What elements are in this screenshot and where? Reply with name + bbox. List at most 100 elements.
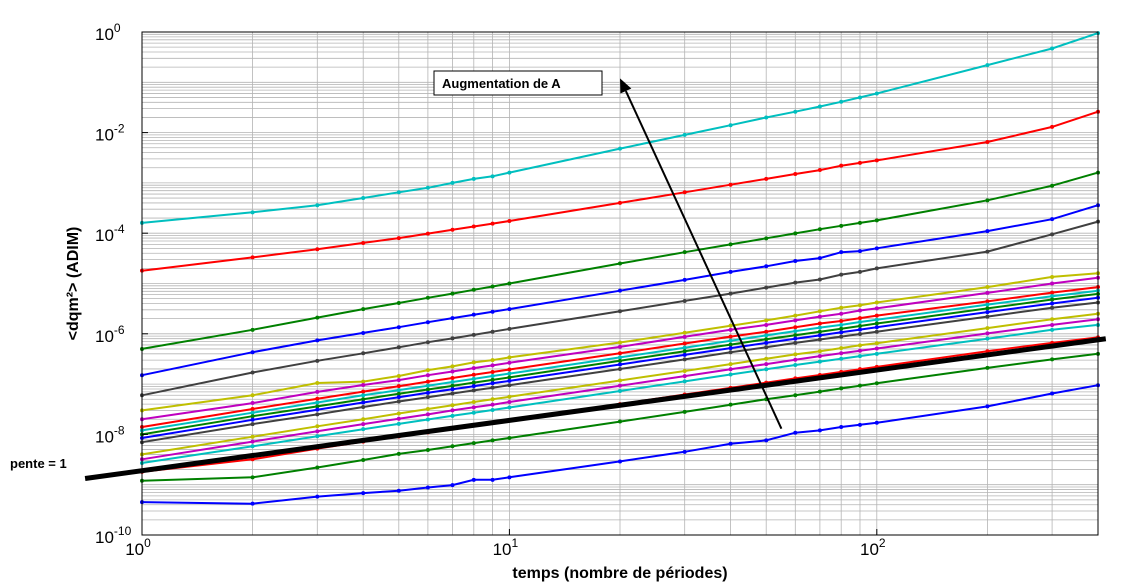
- data-point: [817, 256, 822, 261]
- data-point: [1050, 322, 1055, 327]
- data-point: [985, 198, 990, 203]
- data-point: [682, 345, 687, 350]
- data-point: [764, 333, 769, 338]
- data-point: [857, 343, 862, 348]
- data-point: [682, 250, 687, 255]
- data-point: [490, 385, 495, 390]
- data-point: [857, 160, 862, 165]
- data-point: [728, 362, 733, 367]
- data-point: [490, 438, 495, 443]
- data-point: [817, 428, 822, 433]
- data-point: [839, 346, 844, 351]
- data-point: [857, 327, 862, 332]
- data-point: [817, 104, 822, 109]
- data-point: [315, 494, 320, 499]
- data-point: [315, 389, 320, 394]
- data-point: [361, 405, 366, 410]
- data-point: [450, 391, 455, 396]
- data-point: [728, 346, 733, 351]
- data-point: [425, 406, 430, 411]
- series-line: [141, 312, 1099, 456]
- data-point: [507, 360, 512, 365]
- data-point: [728, 367, 733, 372]
- data-point: [1050, 281, 1055, 286]
- data-point: [682, 190, 687, 195]
- data-point: [507, 405, 512, 410]
- data-point: [985, 306, 990, 311]
- data-point: [793, 333, 798, 338]
- data-point: [471, 332, 476, 337]
- data-point: [857, 323, 862, 328]
- data-point: [471, 176, 476, 181]
- data-point: [471, 380, 476, 385]
- data-point: [396, 236, 401, 241]
- annotation-text: Augmentation de A: [442, 76, 561, 91]
- data-point: [471, 312, 476, 317]
- data-point: [618, 261, 622, 266]
- data-point: [764, 438, 769, 443]
- annotation-group: Augmentation de A: [433, 70, 783, 430]
- data-point: [764, 236, 769, 241]
- data-point: [857, 269, 862, 274]
- data-point: [874, 317, 879, 322]
- data-point: [450, 376, 455, 381]
- data-point: [361, 389, 366, 394]
- series-2: [140, 109, 1100, 273]
- data-point: [490, 174, 495, 179]
- data-point: [507, 281, 512, 286]
- data-point: [874, 381, 879, 386]
- data-point: [793, 325, 798, 330]
- data-point: [471, 477, 476, 482]
- series-12: [140, 300, 1100, 445]
- annotation-arrow: [624, 90, 783, 430]
- data-point: [507, 307, 512, 312]
- data-point: [857, 308, 862, 313]
- data-point: [985, 314, 990, 319]
- data-point: [728, 323, 733, 328]
- data-point: [361, 351, 366, 356]
- data-point: [857, 354, 862, 359]
- data-point: [507, 375, 512, 380]
- data-point: [764, 362, 769, 367]
- data-point: [490, 363, 495, 368]
- data-point: [315, 400, 320, 405]
- x-tick-label: 101: [493, 536, 519, 559]
- data-point: [874, 246, 879, 251]
- data-point: [471, 360, 476, 365]
- data-point: [361, 307, 366, 312]
- data-point: [793, 259, 798, 264]
- data-point: [507, 383, 512, 388]
- data-point: [618, 378, 622, 383]
- data-point: [618, 309, 622, 314]
- x-tick-label: 102: [860, 536, 886, 559]
- annotation-arrowhead: [620, 78, 632, 94]
- data-point: [839, 425, 844, 430]
- data-point: [682, 330, 687, 335]
- data-point: [857, 332, 862, 337]
- data-point: [361, 240, 366, 245]
- series-line: [141, 352, 1099, 482]
- data-point: [985, 249, 990, 254]
- data-point: [618, 344, 622, 349]
- series-5: [140, 219, 1100, 398]
- data-point: [793, 329, 798, 334]
- data-point: [839, 99, 844, 104]
- data-point: [450, 227, 455, 232]
- data-point: [450, 380, 455, 385]
- data-point: [793, 393, 798, 398]
- data-point: [839, 330, 844, 335]
- data-point: [817, 309, 822, 314]
- reference-line: [84, 336, 1107, 481]
- data-point: [874, 313, 879, 318]
- data-point: [1050, 290, 1055, 295]
- data-point: [682, 341, 687, 346]
- data-point: [857, 348, 862, 353]
- data-point: [839, 318, 844, 323]
- data-point: [250, 444, 255, 449]
- data-point: [764, 176, 769, 181]
- data-point: [857, 316, 862, 321]
- data-point: [450, 444, 455, 449]
- data-point: [817, 227, 822, 232]
- data-point: [315, 203, 320, 208]
- data-point: [490, 309, 495, 314]
